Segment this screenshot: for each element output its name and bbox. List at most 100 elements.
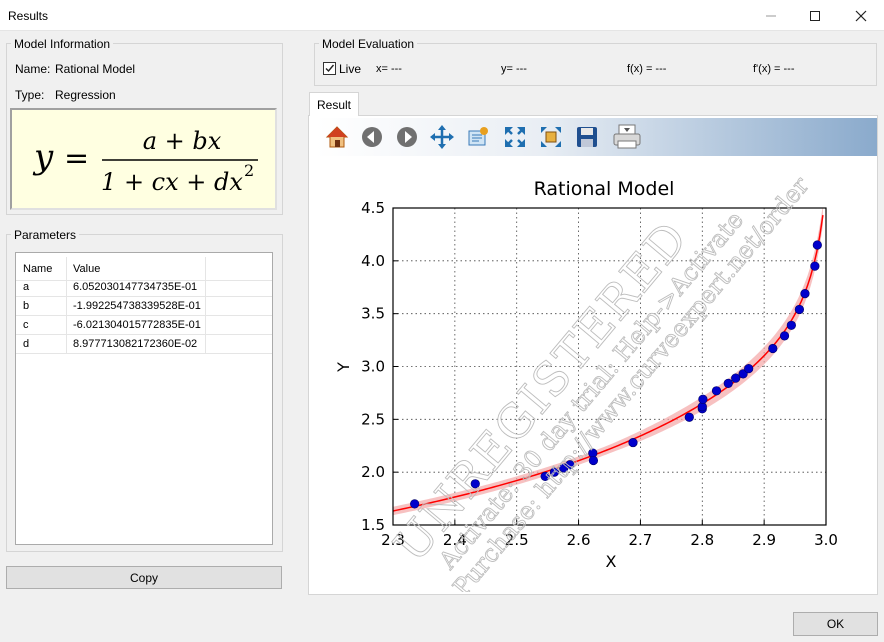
copy-button[interactable]: Copy (6, 566, 282, 589)
zoom-to-fit-icon (505, 127, 525, 147)
back-button[interactable] (359, 124, 385, 150)
zoom-to-fit-button[interactable] (502, 124, 528, 150)
home-icon (325, 126, 349, 148)
formula-numerator: a + bx (143, 127, 222, 155)
pan-icon (430, 125, 454, 149)
maximize-icon (810, 10, 820, 21)
print-icon (613, 124, 641, 149)
data-point (628, 437, 638, 448)
close-button[interactable] (838, 0, 884, 31)
forward-icon (397, 127, 417, 147)
pan-button[interactable] (429, 124, 455, 150)
formula-lhs: y (32, 137, 54, 177)
data-point (779, 331, 790, 341)
table-row[interactable]: c -6.021304015772835E-01 (16, 316, 272, 335)
chart-axes (392, 207, 827, 526)
table-row[interactable]: d 8.977713082172360E-02 (16, 335, 272, 354)
confidence-band-area (393, 208, 823, 516)
y-tick-label: 2.0 (361, 463, 385, 481)
confidence-band (393, 208, 823, 516)
data-points (410, 240, 822, 509)
x-tick-label: 2.8 (690, 531, 714, 549)
rational-model-chart[interactable]: Rational Model X Y 2.3 2.4 2.5 2.6 2.7 2.8 2.9… (316, 160, 876, 592)
x-tick-label: 2.5 (505, 531, 529, 549)
checkmark-icon (325, 64, 335, 73)
parameters-group (6, 234, 283, 552)
x-axis-label: X (606, 552, 617, 571)
param-name: c (23, 319, 29, 331)
param-value: 8.977713082172360E-02 (73, 338, 198, 350)
data-point (794, 304, 805, 315)
y-axis-label: Y (334, 362, 353, 373)
table-row[interactable]: b -1.992254738339528E-01 (16, 297, 272, 316)
chart-title: Rational Model (534, 178, 675, 200)
result-tab-panel (308, 115, 878, 595)
data-point (800, 288, 810, 299)
data-point (723, 378, 733, 389)
data-point (731, 373, 741, 383)
data-point (744, 364, 754, 374)
zoom-rect-button[interactable] (538, 124, 564, 150)
maximize-button[interactable] (792, 0, 838, 31)
model-type-label: Type: (15, 88, 45, 102)
plot-toolbar (316, 118, 877, 156)
tab-result[interactable]: Result (309, 92, 359, 116)
save-icon (577, 127, 597, 147)
close-icon (855, 10, 867, 21)
model-evaluation-group (314, 43, 877, 86)
window-title: Results (8, 9, 49, 23)
home-button[interactable] (324, 124, 350, 150)
back-icon (362, 127, 382, 147)
y-tick-label: 3.0 (361, 358, 385, 376)
plot-frame (392, 207, 827, 526)
minimize-button[interactable] (748, 0, 794, 31)
column-header-name[interactable]: Name (23, 263, 53, 275)
data-point (549, 467, 560, 477)
minimize-icon (766, 15, 776, 16)
data-point (810, 261, 820, 271)
param-name: b (23, 300, 30, 312)
dfx-readout: f'(x) = --- (753, 63, 795, 75)
y-tick-label: 2.5 (361, 410, 385, 428)
x-tick-label: 2.3 (381, 531, 405, 549)
model-type-value: Regression (55, 88, 116, 102)
formula-exponent: 2 (244, 161, 254, 180)
parameters-table: Name Value a 6.052030147734735E-01 b -1.… (15, 252, 273, 545)
live-checkbox[interactable] (323, 62, 336, 75)
save-button[interactable] (574, 124, 600, 150)
param-value: -1.992254738339528E-01 (73, 300, 201, 312)
table-row[interactable]: a 6.052030147734735E-01 (16, 278, 272, 297)
x-tick-label: 3.0 (814, 531, 838, 549)
data-point (768, 343, 778, 354)
tick-labels: 2.3 2.4 2.5 2.6 2.7 2.8 2.9 3.0 1.5 2.0 2.5 3.0 3.5 4… (361, 199, 838, 549)
param-value: 6.052030147734735E-01 (73, 281, 198, 293)
data-point (698, 394, 708, 404)
y-tick-label: 4.5 (361, 199, 385, 217)
y-tick-label: 1.5 (361, 516, 385, 534)
data-point (812, 240, 822, 250)
configure-button[interactable] (465, 124, 491, 150)
forward-button[interactable] (394, 124, 420, 150)
model-name-label: Name: (15, 62, 51, 76)
param-name: a (23, 281, 30, 293)
zoom-rect-icon (541, 127, 561, 147)
model-info-label: Model Information (11, 37, 114, 51)
print-button[interactable] (612, 124, 642, 150)
column-header-value[interactable]: Value (73, 263, 101, 275)
data-point (711, 386, 722, 396)
model-info-group (6, 43, 283, 215)
y-tick-label: 3.5 (361, 305, 385, 323)
data-point (410, 499, 420, 509)
data-point (565, 460, 575, 470)
formula-equals: = (64, 141, 89, 176)
fx-readout: f(x) = --- (627, 63, 667, 75)
ok-button[interactable]: OK (793, 612, 878, 636)
data-point (684, 412, 694, 422)
x-tick-label: 2.7 (628, 531, 652, 549)
x-tick-label: 2.4 (443, 531, 467, 549)
live-label[interactable]: Live (339, 62, 362, 76)
chart-grid (393, 208, 826, 525)
x-tick-label: 2.6 (567, 531, 591, 549)
y-tick-label: 4.0 (361, 252, 385, 270)
x-tick-label: 2.9 (752, 531, 776, 549)
